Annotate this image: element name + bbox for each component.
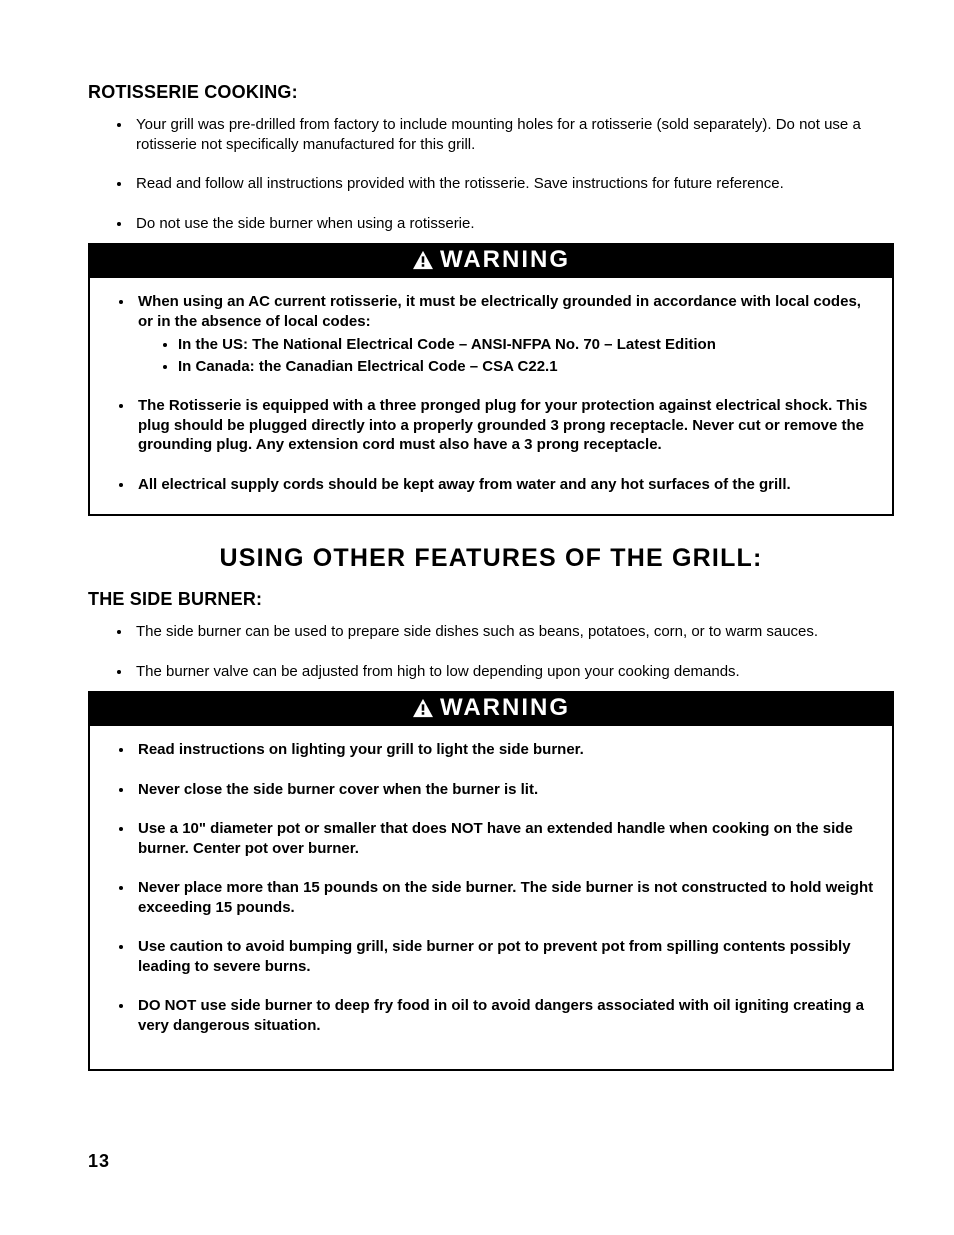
warning-icon [412, 250, 434, 270]
list-item: Read and follow all instructions provide… [132, 174, 894, 194]
sub-list: In the US: The National Electrical Code … [138, 335, 878, 376]
warning-icon [412, 698, 434, 718]
list-item: Do not use the side burner when using a … [132, 214, 894, 234]
warning-bar-2: WARNING [88, 691, 894, 726]
list-item: Never place more than 15 pounds on the s… [134, 878, 878, 917]
list-item: Read instructions on lighting your grill… [134, 740, 878, 760]
rotisserie-section: ROTISSERIE COOKING: Your grill was pre-d… [88, 82, 894, 233]
warning-2-list: Read instructions on lighting your grill… [90, 740, 878, 1035]
features-heading: USING OTHER FEATURES OF THE GRILL: [88, 544, 894, 573]
list-item: The Rotisserie is equipped with a three … [134, 396, 878, 455]
side-burner-heading: THE SIDE BURNER: [88, 589, 894, 610]
warning-bar-1: WARNING [88, 243, 894, 278]
side-burner-section: THE SIDE BURNER: The side burner can be … [88, 589, 894, 681]
sub-item: In Canada: the Canadian Electrical Code … [178, 357, 878, 377]
list-item: Your grill was pre-drilled from factory … [132, 115, 894, 154]
list-item: DO NOT use side burner to deep fry food … [134, 996, 878, 1035]
warning-label-2: WARNING [440, 694, 570, 722]
list-item: Use caution to avoid bumping grill, side… [134, 937, 878, 976]
list-item: The burner valve can be adjusted from hi… [132, 662, 894, 682]
list-item-text: When using an AC current rotisserie, it … [138, 293, 861, 330]
list-item: Use a 10" diameter pot or smaller that d… [134, 819, 878, 858]
rotisserie-heading: ROTISSERIE COOKING: [88, 82, 894, 103]
warning-1-box: When using an AC current rotisserie, it … [88, 278, 894, 516]
side-burner-list: The side burner can be used to prepare s… [88, 622, 894, 681]
list-item: All electrical supply cords should be ke… [134, 475, 878, 495]
warning-2-box: Read instructions on lighting your grill… [88, 726, 894, 1071]
sub-item: In the US: The National Electrical Code … [178, 335, 878, 355]
list-item: The side burner can be used to prepare s… [132, 622, 894, 642]
list-item: Never close the side burner cover when t… [134, 780, 878, 800]
list-item: When using an AC current rotisserie, it … [134, 292, 878, 376]
warning-label-1: WARNING [440, 246, 570, 274]
page-number: 13 [88, 1151, 894, 1172]
rotisserie-list: Your grill was pre-drilled from factory … [88, 115, 894, 233]
warning-1-list: When using an AC current rotisserie, it … [90, 292, 878, 494]
